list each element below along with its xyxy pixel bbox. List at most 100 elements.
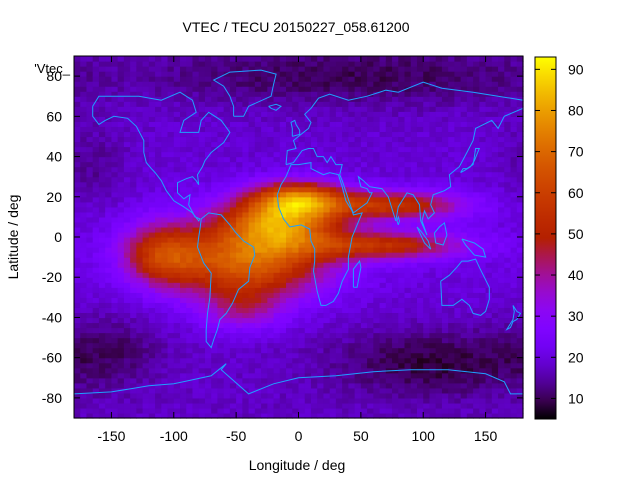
- heatmap-cell: [410, 257, 418, 263]
- heatmap-cell: [229, 66, 237, 72]
- heatmap-cell: [136, 226, 144, 233]
- heatmap-cell: [248, 111, 256, 117]
- heatmap-cell: [74, 282, 81, 288]
- heatmap-cell: [242, 297, 250, 303]
- heatmap-cell: [429, 282, 437, 288]
- heatmap-cell: [460, 146, 468, 153]
- heatmap-cell: [367, 191, 374, 198]
- heatmap-cell: [161, 111, 169, 117]
- heatmap-cell: [173, 146, 181, 153]
- heatmap-cell: [155, 221, 162, 228]
- heatmap-cell: [161, 352, 169, 359]
- heatmap-cell: [98, 327, 106, 334]
- heatmap-cell: [130, 252, 137, 258]
- heatmap-cell: [317, 66, 325, 72]
- heatmap-cell: [229, 171, 237, 178]
- heatmap-cell: [410, 262, 418, 268]
- heatmap-cell: [448, 267, 456, 273]
- heatmap-cell: [148, 402, 156, 409]
- heatmap-cell: [180, 221, 187, 228]
- heatmap-cell: [86, 91, 94, 97]
- heatmap-cell: [130, 257, 137, 263]
- heatmap-cell: [286, 337, 293, 344]
- heatmap-cell: [491, 146, 499, 153]
- heatmap-cell: [342, 146, 349, 153]
- heatmap-cell: [498, 191, 505, 198]
- heatmap-cell: [329, 176, 337, 183]
- heatmap-cell: [348, 297, 356, 303]
- heatmap-cell: [155, 352, 162, 359]
- heatmap-cell: [379, 397, 387, 404]
- heatmap-cell: [161, 392, 169, 399]
- heatmap-cell: [111, 151, 119, 158]
- heatmap-cell: [292, 372, 300, 379]
- heatmap-cell: [410, 357, 418, 364]
- heatmap-cell: [242, 91, 250, 97]
- heatmap-cell: [360, 287, 368, 293]
- heatmap-cell: [74, 121, 81, 127]
- heatmap-cell: [173, 392, 181, 399]
- heatmap-cell: [342, 116, 349, 122]
- heatmap-cell: [211, 252, 219, 258]
- heatmap-cell: [460, 101, 468, 107]
- heatmap-cell: [117, 71, 125, 77]
- heatmap-cell: [491, 297, 499, 303]
- heatmap-cell: [479, 56, 487, 62]
- heatmap-cell: [254, 181, 262, 188]
- heatmap-cell: [373, 342, 381, 349]
- heatmap-cell: [136, 362, 144, 369]
- heatmap-cell: [155, 121, 162, 127]
- heatmap-cell: [479, 151, 487, 158]
- heatmap-cell: [186, 221, 194, 228]
- heatmap-cell: [248, 407, 256, 414]
- heatmap-cell: [267, 397, 275, 404]
- heatmap-cell: [454, 196, 462, 203]
- heatmap-cell: [423, 126, 431, 133]
- heatmap-cell: [354, 382, 362, 389]
- heatmap-cell: [485, 302, 493, 308]
- heatmap-cell: [466, 242, 474, 248]
- heatmap-cell: [86, 292, 94, 298]
- heatmap-cell: [473, 262, 480, 268]
- heatmap-cell: [273, 91, 281, 97]
- heatmap-cell: [148, 387, 156, 394]
- heatmap-cell: [335, 402, 343, 409]
- heatmap-cell: [155, 116, 162, 122]
- heatmap-cell: [317, 231, 325, 238]
- heatmap-cell: [335, 317, 343, 324]
- heatmap-cell: [74, 111, 81, 117]
- heatmap-cell: [148, 302, 156, 308]
- heatmap-cell: [92, 307, 100, 314]
- heatmap-cell: [105, 171, 113, 178]
- heatmap-cell: [161, 377, 169, 384]
- heatmap-cell: [148, 397, 156, 404]
- heatmap-cell: [198, 96, 206, 102]
- heatmap-cell: [292, 312, 300, 319]
- heatmap-cell: [317, 392, 325, 399]
- heatmap-cell: [229, 397, 237, 404]
- heatmap-cell: [192, 181, 200, 188]
- heatmap-cell: [385, 66, 393, 72]
- heatmap-cell: [342, 297, 349, 303]
- heatmap-cell: [74, 86, 81, 92]
- heatmap-cell: [360, 181, 368, 188]
- heatmap-cell: [180, 282, 187, 288]
- heatmap-cell: [148, 231, 156, 238]
- heatmap-cell: [279, 362, 287, 369]
- heatmap-cell: [261, 367, 268, 374]
- heatmap-cell: [223, 272, 231, 278]
- heatmap-cell: [379, 61, 387, 67]
- heatmap-cell: [186, 76, 194, 82]
- heatmap-cell: [192, 186, 200, 193]
- heatmap-cell: [105, 146, 113, 153]
- heatmap-cell: [173, 277, 181, 283]
- heatmap-cell: [142, 81, 150, 87]
- heatmap-cell: [123, 71, 131, 77]
- heatmap-cell: [342, 156, 349, 163]
- heatmap-cell: [180, 402, 187, 409]
- heatmap-cell: [148, 337, 156, 344]
- heatmap-cell: [180, 387, 187, 394]
- heatmap-cell: [491, 191, 499, 198]
- heatmap-cell: [223, 247, 231, 253]
- heatmap-cell: [286, 221, 293, 228]
